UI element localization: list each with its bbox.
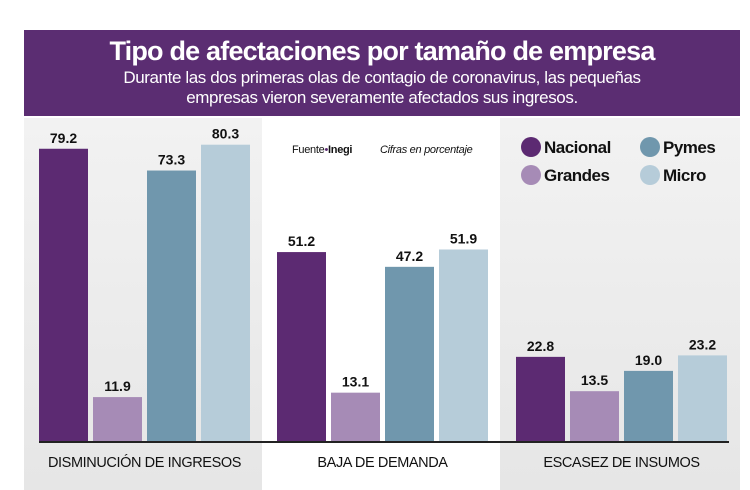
bar-grandes [570, 391, 619, 441]
legend-swatch-grandes [521, 165, 541, 185]
bar-pymes [385, 266, 434, 441]
legend-label: Pymes [663, 138, 715, 157]
legend-swatch-nacional [521, 137, 541, 157]
x-tick-label: ESCASEZ DE INSUMOS [543, 455, 699, 471]
legend-label: Micro [663, 166, 706, 185]
bar-pymes [624, 370, 673, 441]
legend-swatch-pymes [640, 137, 660, 157]
source-prefix: Fuente [292, 144, 325, 156]
data-label: 51.2 [288, 233, 315, 249]
bar-nacional [39, 148, 88, 441]
chart-subtitle-line2: empresas vieron severamente afectados su… [186, 88, 578, 107]
legend-label: Nacional [544, 138, 611, 157]
data-label: 11.9 [104, 378, 131, 394]
bar-pymes [147, 170, 196, 441]
data-label: 23.2 [689, 336, 716, 352]
bar-micro [201, 144, 250, 441]
bar-grandes [93, 397, 142, 441]
chart-title: Tipo de afectaciones por tamaño de empre… [109, 36, 655, 66]
data-label: 47.2 [396, 248, 423, 264]
data-label: 13.1 [342, 374, 369, 390]
data-label: 13.5 [581, 372, 608, 388]
bar-nacional [277, 252, 326, 441]
title-banner: Tipo de afectaciones por tamaño de empre… [24, 30, 740, 116]
bar-nacional [516, 356, 565, 441]
legend-swatch-micro [640, 165, 660, 185]
data-label: 22.8 [527, 338, 554, 354]
bar-grandes [331, 392, 380, 441]
data-label: 79.2 [50, 130, 77, 146]
x-tick-label: BAJA DE DEMANDA [317, 455, 448, 471]
units-note: Cifras en porcentaje [380, 144, 473, 156]
data-label: 73.3 [158, 152, 185, 168]
source-name: Inegi [328, 144, 353, 156]
source: Fuente•Inegi [292, 144, 353, 156]
legend-label: Grandes [544, 166, 610, 185]
data-label: 80.3 [212, 126, 239, 142]
data-label: 19.0 [635, 352, 662, 368]
chart-subtitle-line1: Durante las dos primeras olas de contagi… [123, 68, 641, 87]
bar-micro [439, 249, 488, 441]
x-tick-label: DISMINUCIÓN DE INGRESOS [48, 454, 241, 471]
bar-micro [678, 355, 727, 441]
data-label: 51.9 [450, 230, 477, 246]
